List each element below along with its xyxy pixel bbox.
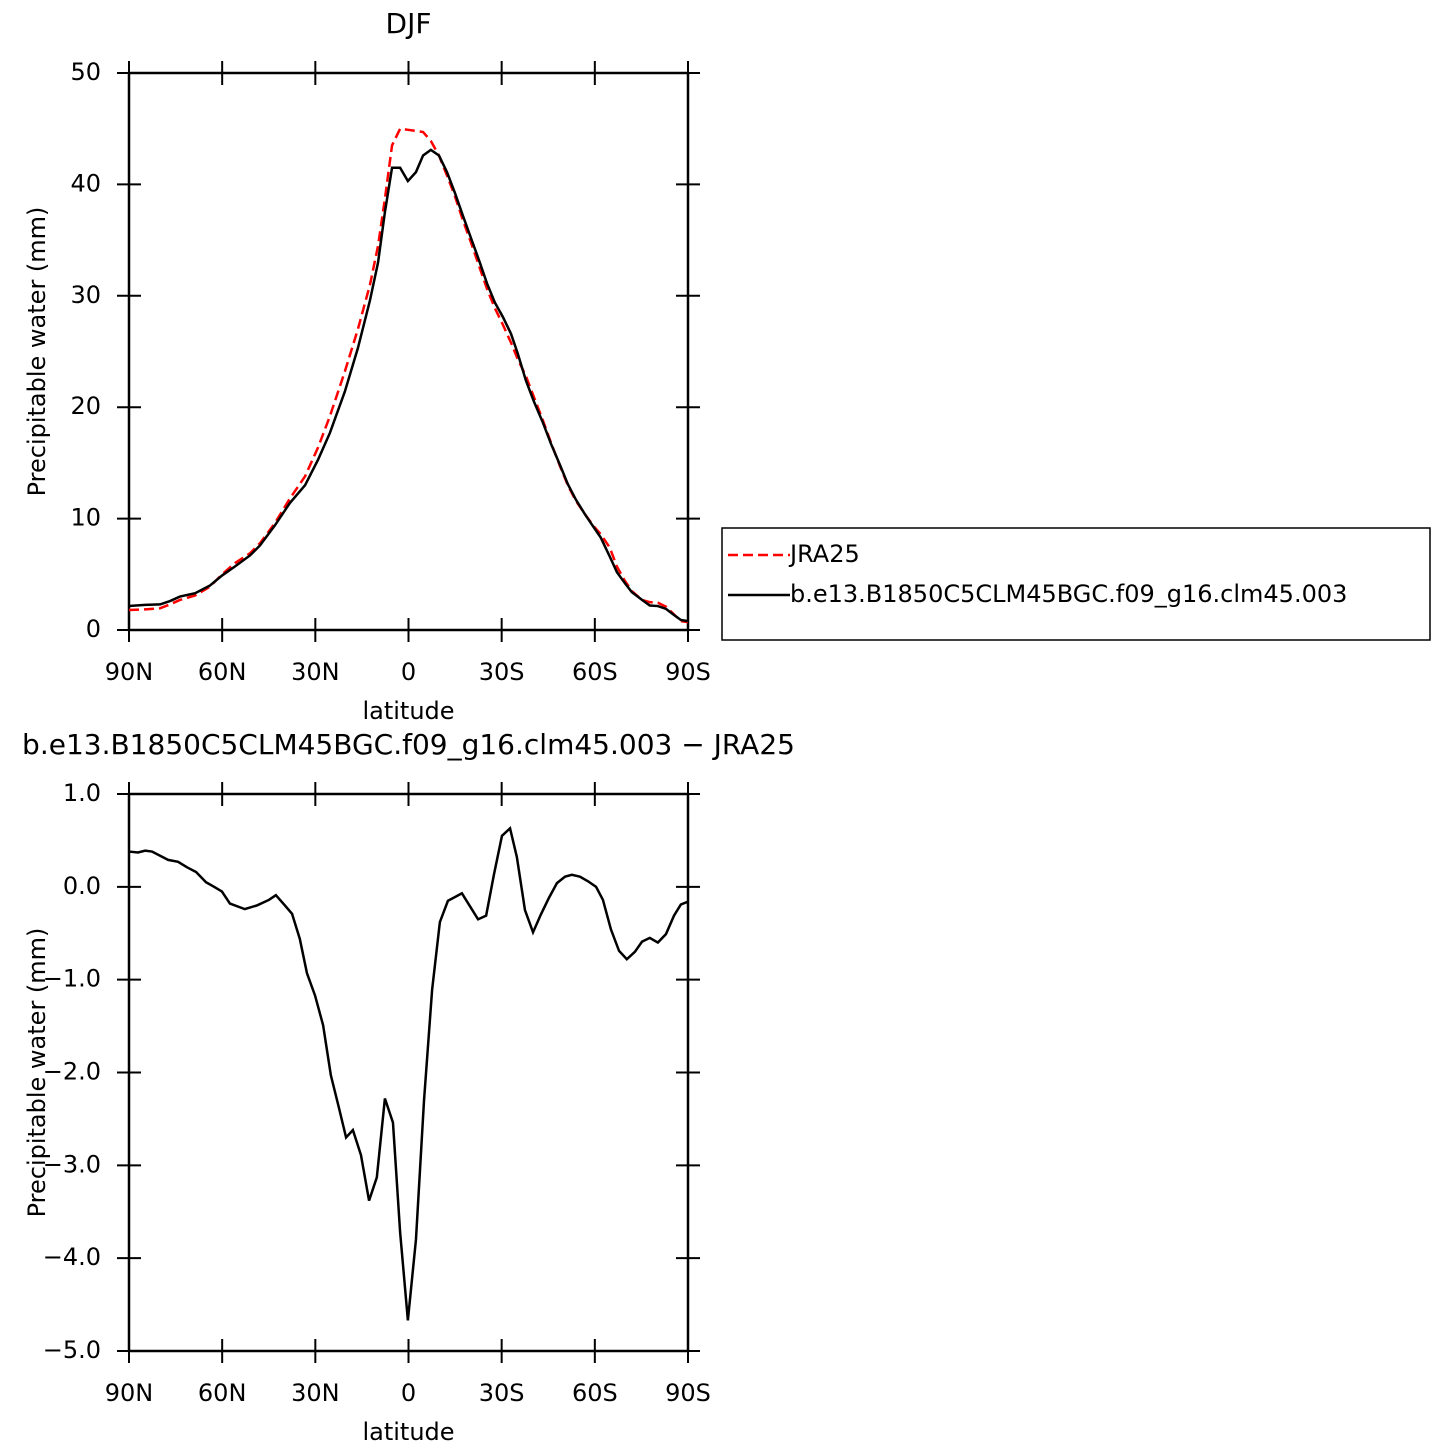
y-tick-label: −4.0 — [43, 1243, 101, 1271]
legend-label: b.e13.B1850C5CLM45BGC.f09_g16.clm45.003 — [790, 580, 1347, 608]
x-tick-label: 90N — [105, 1379, 154, 1407]
y-tick-label: 0.0 — [63, 872, 101, 900]
y-tick-label: 50 — [70, 58, 101, 86]
y-tick-label: 0 — [86, 615, 101, 643]
y-tick-label: −3.0 — [43, 1150, 101, 1178]
x-tick-label: 30S — [479, 658, 525, 686]
x-tick-label: 90S — [665, 658, 711, 686]
y-tick-label: −5.0 — [43, 1336, 101, 1364]
x-tick-label: 0 — [401, 1379, 416, 1407]
y-tick-label: 30 — [70, 281, 101, 309]
x-tick-label: 30N — [291, 1379, 340, 1407]
data-line — [128, 127, 689, 624]
x-axis-label: latitude — [362, 697, 454, 725]
x-tick-label: 60N — [198, 658, 247, 686]
y-tick-label: 20 — [70, 392, 101, 420]
y-tick-label: 10 — [70, 504, 101, 532]
y-axis-label: Precipitable water (mm) — [23, 207, 51, 497]
y-tick-label: −1.0 — [43, 965, 101, 993]
x-tick-label: 60S — [572, 658, 618, 686]
plot-frame — [127, 792, 690, 1353]
y-tick-label: 1.0 — [63, 779, 101, 807]
y-axis-label: Precipitable water (mm) — [23, 928, 51, 1218]
x-tick-label: 90N — [105, 658, 154, 686]
x-tick-label: 30N — [291, 658, 340, 686]
x-tick-label: 30S — [479, 1379, 525, 1407]
y-tick-label: 40 — [70, 169, 101, 197]
legend-label: JRA25 — [788, 540, 860, 568]
x-tick-label: 90S — [665, 1379, 711, 1407]
x-tick-label: 60N — [198, 1379, 247, 1407]
panel-title: b.e13.B1850C5CLM45BGC.f09_g16.clm45.003 … — [22, 728, 795, 761]
panel-title: DJF — [386, 7, 432, 40]
plot-frame — [127, 71, 690, 632]
data-line — [128, 825, 689, 1321]
x-tick-label: 0 — [401, 658, 416, 686]
x-tick-label: 60S — [572, 1379, 618, 1407]
y-tick-label: −2.0 — [43, 1058, 101, 1086]
data-line — [128, 148, 689, 623]
legend-box — [721, 527, 1431, 641]
x-axis-label: latitude — [362, 1418, 454, 1446]
